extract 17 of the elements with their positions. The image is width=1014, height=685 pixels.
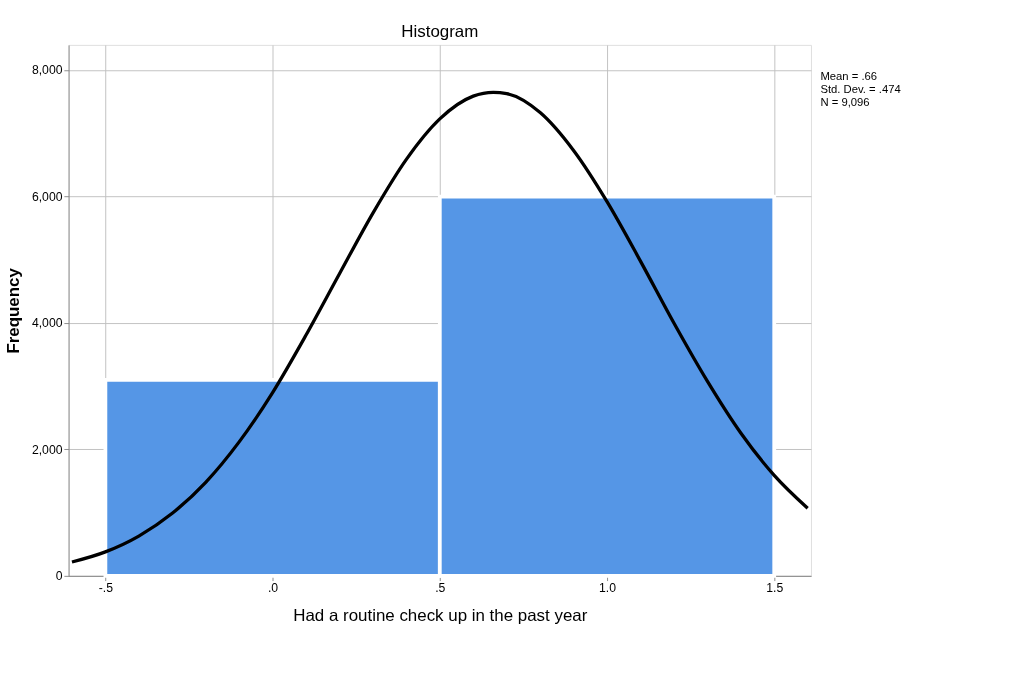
x-tick-label: .0 [267, 581, 279, 596]
y-tick-label: 4,000 [31, 316, 63, 331]
line-series [70, 90, 810, 564]
x-tick-label: 1.5 [766, 581, 784, 596]
y-tick-label: 8,000 [31, 63, 63, 78]
x-tick-label: -.5 [98, 581, 114, 596]
y-tick-label: 6,000 [31, 189, 63, 204]
y-tick-label: 2,000 [31, 442, 63, 457]
y-axis-title: Frequency [3, 267, 23, 354]
x-tick-label: 1.0 [599, 581, 617, 596]
text: Std. Dev. = .474 [820, 82, 901, 95]
y-tick-label: 0 [55, 569, 63, 584]
chart-title: Histogram [401, 22, 479, 42]
text: N = 9,096 [820, 96, 870, 109]
x-tick-label: .5 [435, 581, 446, 596]
text: Mean = .66 [820, 69, 878, 82]
x-axis-title: Had a routine check up in the past year [293, 606, 588, 626]
